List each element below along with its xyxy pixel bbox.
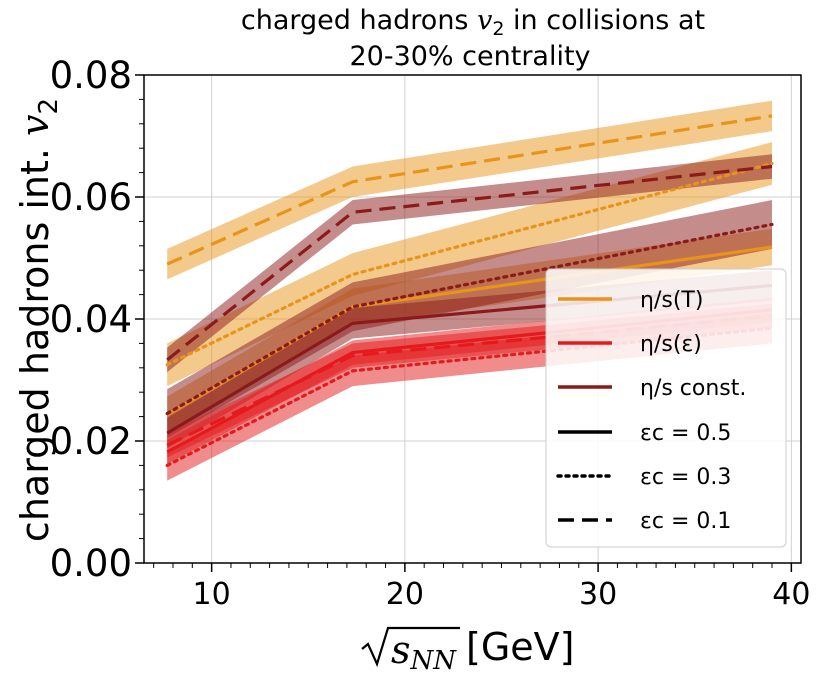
legend-label-T: η/s(T) — [640, 288, 703, 313]
title-text-b: in collisions at — [504, 5, 705, 36]
series-lines — [165, 114, 774, 467]
x-axis-label-sub: NN — [410, 646, 458, 676]
title-text-a: charged hadrons — [241, 5, 469, 36]
band-eta_s_const-0.3 — [167, 200, 773, 438]
line-eta_s_T-0.3 — [165, 161, 774, 367]
legend-label-e03: εc = 0.3 — [640, 465, 731, 490]
title-sub: 2 — [492, 18, 504, 40]
y-axis-label: charged hadrons int. v2 — [13, 98, 64, 542]
x-tick-labels: 10 20 30 40 — [193, 577, 811, 612]
legend-label-e01: εc = 0.1 — [640, 509, 731, 534]
y-tick-label-1: 0.02 — [50, 420, 132, 463]
x-axis-label-unit: [GeV] — [466, 625, 574, 669]
legend-label-eps: η/s(ε) — [640, 332, 702, 357]
line-eta_s_const-0.3 — [165, 222, 774, 416]
line-eta_s_T-0.1 — [166, 114, 773, 266]
x-axis-label: sNN [GeV] — [361, 625, 574, 676]
y-tick-label-0: 0.00 — [50, 542, 132, 585]
y-axis-label-var: v — [13, 114, 57, 136]
x-tick-label-0: 10 — [193, 577, 231, 612]
band-eta_s_T-0.1 — [167, 100, 773, 280]
sqrt-sign — [361, 626, 460, 668]
x-tick-label-3: 40 — [772, 577, 810, 612]
y-tick-labels: 0.00 0.02 0.04 0.06 0.08 — [50, 54, 132, 585]
x-tick-label-2: 30 — [579, 577, 617, 612]
chart-title-line-1: charged hadrons v2 in collisions at — [241, 5, 705, 40]
x-axis-label-var: s — [391, 628, 411, 672]
title-var: v — [477, 5, 492, 36]
y-tick-label-4: 0.08 — [50, 54, 132, 97]
y-tick-label-3: 0.06 — [50, 176, 132, 219]
y-axis-label-sub: 2 — [34, 98, 64, 115]
legend-label-const: η/s const. — [640, 376, 746, 401]
x-tick-label-1: 20 — [386, 577, 424, 612]
legend: η/s(T) η/s(ε) η/s const. εc = 0.5 εc = 0.3 εc… — [545, 268, 787, 548]
line-eta_s_const-0.1 — [166, 164, 773, 362]
y-axis-label-text: charged hadrons int. — [13, 136, 57, 542]
svg-text:sNN: sNN — [391, 628, 457, 676]
legend-label-e05: εc = 0.5 — [640, 421, 731, 446]
ticks — [135, 74, 793, 572]
chart-title-line-2: 20-30% centrality — [349, 41, 590, 72]
y-tick-label-2: 0.04 — [50, 298, 132, 341]
